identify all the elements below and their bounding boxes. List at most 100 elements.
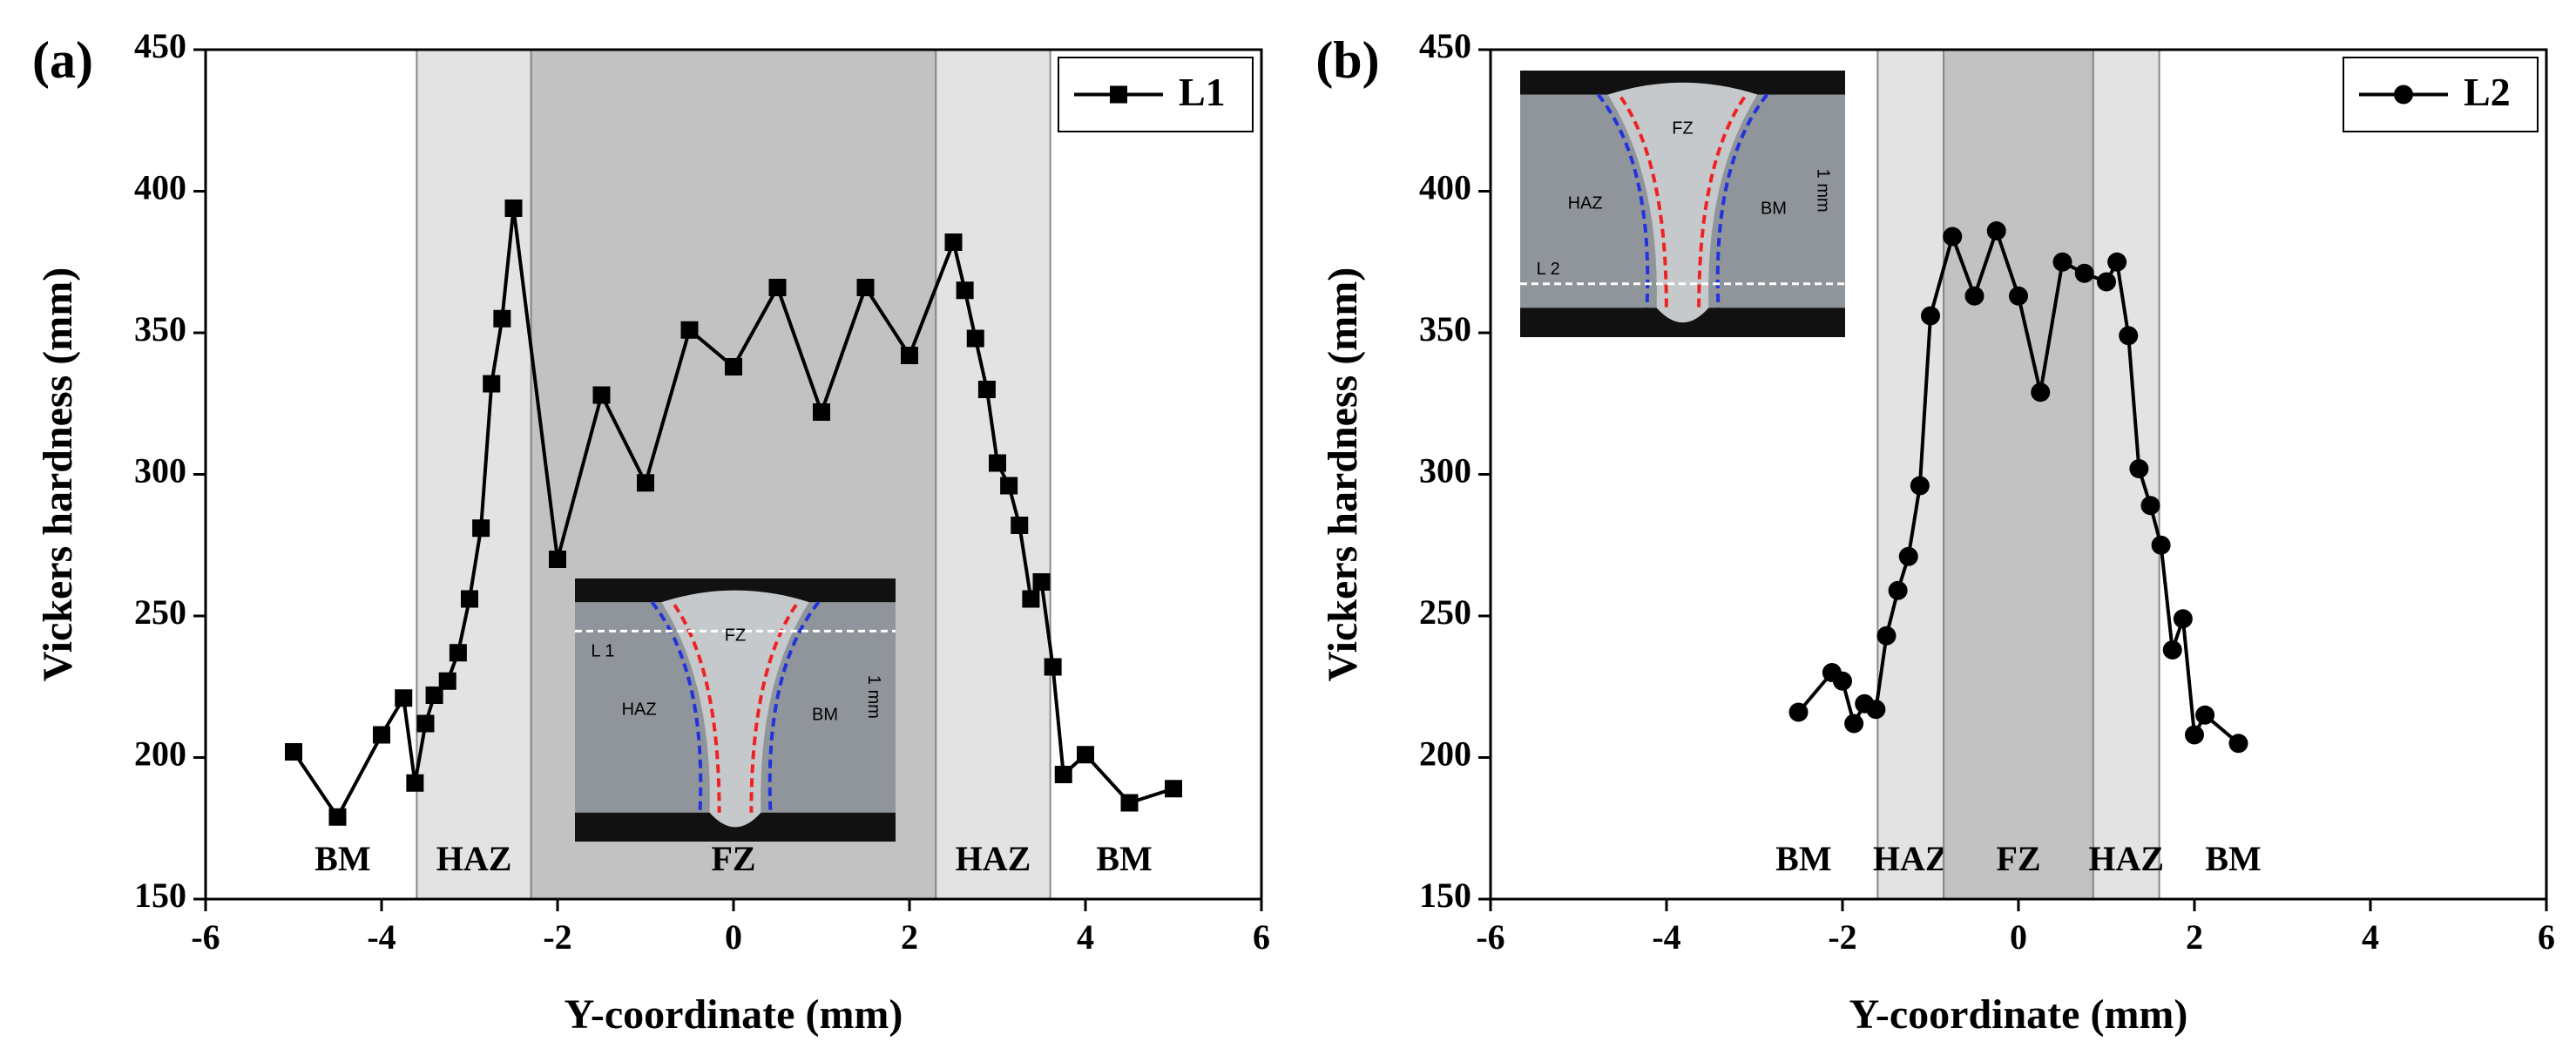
x-tick-label: 0: [725, 917, 742, 957]
y-tick-label: 400: [1419, 168, 1471, 207]
inset-haz-left: [1596, 93, 1650, 308]
inset-fz-left: [1619, 96, 1668, 308]
data-point: [493, 309, 511, 328]
inset-line-label: L 2: [1537, 260, 1560, 279]
data-point: [1898, 546, 1918, 566]
data-point: [856, 279, 875, 296]
inset-haz-label: HAZ: [622, 700, 657, 719]
data-point: [1054, 766, 1072, 783]
x-tick-label: -2: [543, 917, 571, 957]
data-point: [725, 358, 742, 375]
legend-label: L1: [1179, 70, 1226, 114]
data-point: [328, 808, 347, 826]
x-axis-label: Y-coordinate (mm): [565, 991, 903, 1038]
data-point: [1833, 671, 1852, 691]
inset-fz-right: [749, 604, 798, 813]
data-point: [1964, 286, 1984, 306]
data-point: [395, 689, 413, 707]
y-tick-label: 350: [134, 309, 186, 348]
data-point: [1943, 227, 1963, 247]
data-point: [1866, 700, 1886, 720]
data-point: [1844, 714, 1864, 734]
region-band: [1943, 49, 2094, 900]
y-axis-label: Vickers hardness (mm): [1320, 267, 1366, 682]
data-point: [425, 687, 443, 704]
y-tick-label: 400: [134, 168, 186, 207]
data-point: [1910, 476, 1930, 496]
data-point: [373, 726, 390, 744]
data-point: [1032, 573, 1051, 591]
x-tick-label: 4: [2362, 917, 2379, 957]
data-point: [977, 381, 996, 398]
x-tick-label: -4: [1652, 917, 1680, 957]
region-label: BM: [2205, 839, 2261, 878]
region-label: HAZ: [1873, 839, 1949, 878]
data-point: [2195, 705, 2215, 725]
inset-haz-label: HAZ: [1568, 193, 1603, 213]
data-point: [1876, 626, 1897, 646]
data-point: [637, 474, 654, 492]
y-tick-label: 350: [1419, 309, 1471, 348]
inset-line-label: L 1: [591, 642, 614, 661]
data-point: [2009, 286, 2028, 306]
inset-haz-right: [1715, 93, 1769, 308]
inset-scale-label: 1 mm: [864, 675, 883, 719]
x-tick-label: -2: [1828, 917, 1856, 957]
data-point: [2151, 535, 2171, 555]
y-tick-label: 300: [134, 451, 186, 490]
x-tick-label: -4: [367, 917, 396, 957]
data-point: [2052, 252, 2072, 272]
data-point: [813, 403, 830, 421]
data-point: [989, 454, 1006, 472]
y-tick-label: 250: [1419, 592, 1471, 632]
y-tick-label: 450: [134, 26, 186, 65]
data-point: [2173, 609, 2193, 629]
region-label: HAZ: [956, 839, 1031, 878]
region-band: [935, 49, 1051, 900]
data-point: [285, 743, 302, 761]
region-label: FZ: [711, 839, 755, 878]
x-tick-label: -6: [1476, 917, 1504, 957]
inset-fz-right: [1697, 96, 1747, 308]
data-point: [1921, 306, 1940, 326]
legend-label: L2: [2464, 70, 2511, 114]
data-point: [438, 672, 456, 690]
inset-fz-label: FZ: [725, 626, 746, 646]
data-point: [2031, 382, 2051, 402]
data-point: [956, 281, 974, 300]
data-point: [504, 200, 523, 217]
inset-haz-left: [650, 600, 703, 813]
data-point: [1986, 221, 2006, 240]
region-band: [2092, 49, 2160, 900]
data-point: [1000, 477, 1018, 495]
x-tick-label: 0: [2010, 917, 2027, 957]
region-band: [416, 49, 532, 900]
data-point: [2074, 263, 2094, 283]
data-point: [1011, 517, 1029, 534]
region-label: HAZ: [2088, 839, 2164, 878]
x-tick-label: -6: [191, 917, 220, 957]
inset-bm-label: BM: [812, 705, 838, 724]
inset-weld: [661, 590, 809, 828]
inset-fz-label: FZ: [1672, 119, 1693, 139]
inset-bm-label: BM: [1761, 199, 1787, 218]
region-label: BM: [314, 839, 370, 878]
data-point: [1788, 702, 1809, 722]
data-point: [2228, 734, 2248, 754]
data-point: [966, 329, 984, 348]
data-point: [680, 321, 699, 339]
x-tick-label: 2: [2186, 917, 2203, 957]
data-point: [592, 386, 611, 404]
data-point: [2185, 725, 2204, 745]
y-tick-label: 450: [1419, 26, 1471, 65]
panel-label: (b): [1315, 31, 1379, 89]
data-point: [483, 375, 501, 393]
inset-weld: [1607, 82, 1758, 323]
region-label: FZ: [1996, 839, 2040, 878]
x-tick-label: 2: [901, 917, 918, 957]
data-point: [1165, 780, 1182, 798]
data-point: [406, 774, 424, 792]
y-tick-label: 200: [1419, 734, 1471, 774]
data-point: [461, 590, 478, 608]
